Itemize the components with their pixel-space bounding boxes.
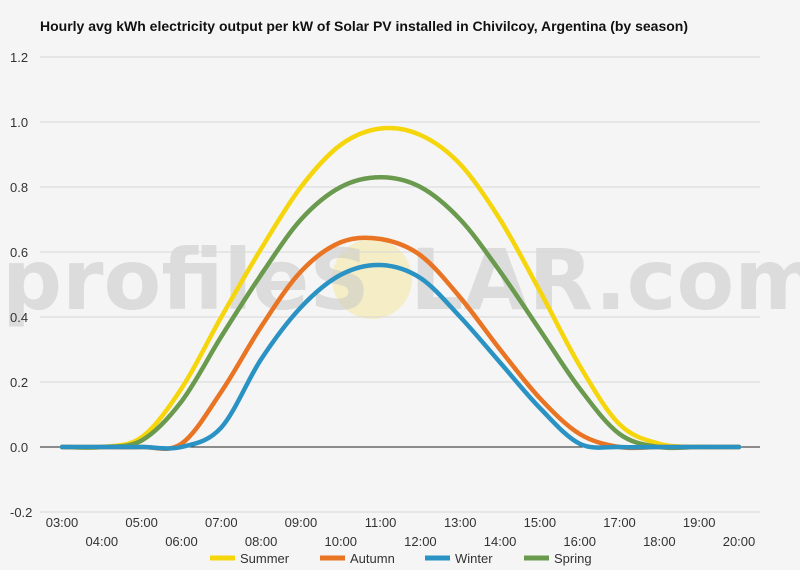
x-tick-label: 18:00 — [643, 534, 676, 549]
y-tick-label: -0.2 — [10, 505, 32, 520]
x-tick-label: 11:00 — [365, 515, 397, 530]
x-tick-label: 19:00 — [683, 515, 716, 530]
watermark-text-left: profileS — [2, 231, 370, 329]
y-tick-label: 0.2 — [10, 375, 28, 390]
legend-label-winter: Winter — [455, 551, 493, 566]
x-tick-label: 03:00 — [46, 515, 79, 530]
watermark-sun-icon — [332, 239, 412, 319]
y-tick-label: 0.8 — [10, 180, 28, 195]
y-tick-label: 1.2 — [10, 50, 28, 65]
series-line-spring — [59, 175, 742, 451]
series-line-winter — [59, 262, 742, 451]
x-tick-label: 14:00 — [484, 534, 517, 549]
legend-label-spring: Spring — [554, 551, 592, 566]
x-tick-label: 12:00 — [404, 534, 437, 549]
legend: Summer Autumn Winter Spring — [210, 551, 592, 566]
x-tick-label: 09:00 — [285, 515, 318, 530]
x-tick-label: 10:00 — [324, 534, 357, 549]
series-group — [59, 125, 742, 451]
watermark-text-right: LAR.com — [410, 231, 800, 329]
x-tick-label: 15:00 — [524, 515, 557, 530]
x-tick-label: 13:00 — [444, 515, 477, 530]
y-tick-label: 0.4 — [10, 310, 28, 325]
grid — [40, 56, 760, 513]
x-tick-label: 05:00 — [125, 515, 158, 530]
x-axis: 03:00 04:00 05:00 06:00 07:00 08:00 09:00 10:00… — [46, 515, 756, 549]
x-tick-label: 17:00 — [603, 515, 636, 530]
y-tick-label: 1.0 — [10, 115, 28, 130]
x-tick-label: 07:00 — [205, 515, 238, 530]
x-tick-label: 20:00 — [723, 534, 756, 549]
y-axis: 1.2 1.0 0.8 0.6 0.4 0.2 0.0 -0.2 — [10, 50, 32, 520]
watermark: profileS LAR.com — [2, 231, 800, 329]
y-tick-label: 0.6 — [10, 245, 28, 260]
x-tick-label: 08:00 — [245, 534, 278, 549]
series-line-summer — [59, 125, 742, 450]
legend-label-summer: Summer — [240, 551, 290, 566]
y-tick-label: 0.0 — [10, 440, 28, 455]
x-tick-label: 16:00 — [563, 534, 596, 549]
x-tick-label: 06:00 — [165, 534, 198, 549]
legend-label-autumn: Autumn — [350, 551, 395, 566]
x-tick-label: 04:00 — [86, 534, 119, 549]
chart-title: Hourly avg kWh electricity output per kW… — [40, 18, 689, 34]
